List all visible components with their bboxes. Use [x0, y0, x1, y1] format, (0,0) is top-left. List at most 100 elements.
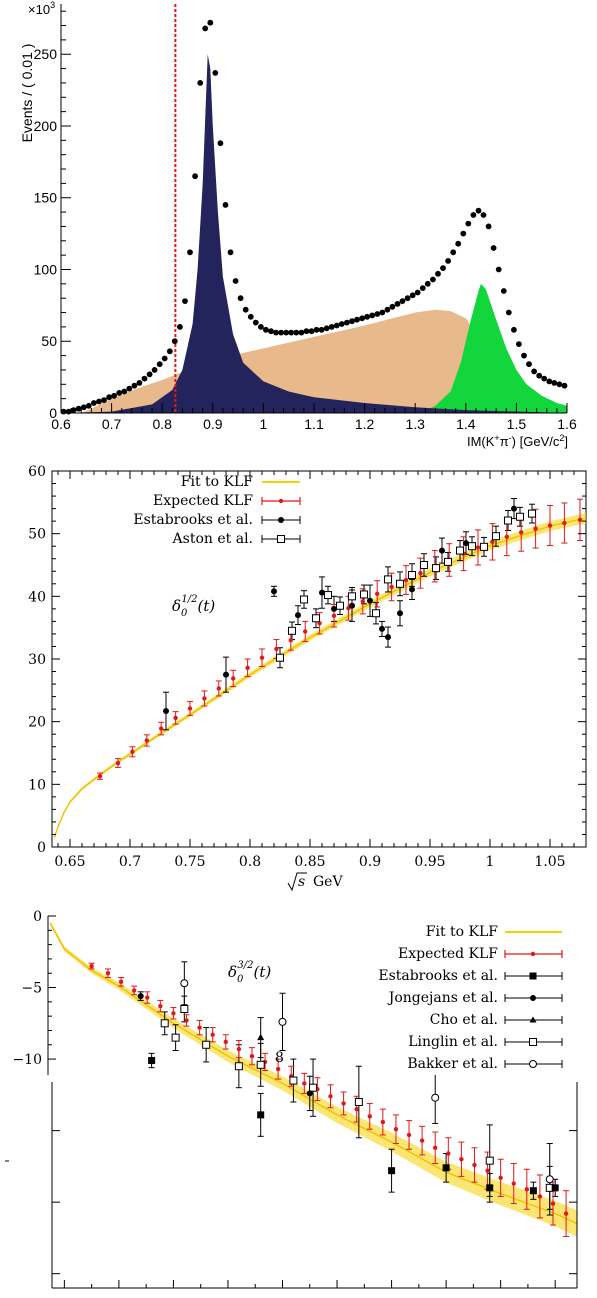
- p3-expected-marker: [118, 979, 124, 985]
- p3-bakker-marker: [278, 1017, 287, 1026]
- p1-data-point: [187, 249, 193, 256]
- p1-data-point: [177, 324, 183, 330]
- panel-mass-spectrum: 0.6 0.7 0.8 0.9 1 1.1 1.2 1.3 1.4 1.5 1.6 0 50 100 150…: [19, 0, 577, 449]
- p3-cho-marker: [257, 1033, 265, 1041]
- p1-data-point: [85, 402, 92, 409]
- p1-areas: [61, 54, 567, 413]
- p1-data-point: [207, 19, 214, 26]
- p1-data-point: [414, 289, 421, 296]
- p2-x-tick-label: 0.7: [119, 854, 141, 870]
- p2-aston-marker: [504, 516, 512, 525]
- p3-expected-marker: [302, 1081, 307, 1086]
- p3-linglin-marker: [485, 1156, 494, 1165]
- p1-data-point: [338, 321, 345, 327]
- p2-expected-marker: [115, 760, 121, 766]
- p3-linglin-marker: [160, 1019, 169, 1028]
- p3-expected-marker: [563, 1211, 569, 1216]
- p1-data-point: [202, 25, 209, 32]
- p1-multiplier: ×103: [28, 0, 55, 17]
- p1-data-point: [242, 306, 249, 313]
- p1-data-point: [323, 325, 330, 332]
- p2-estabrooks-marker: [271, 588, 277, 595]
- p2-axes: 0.65 0.7 0.75 0.8 0.85 0.9 0.95 1 1.05 0 10 20 30 40 5…: [28, 464, 586, 870]
- p3-linglin-marker: [171, 1033, 180, 1042]
- p1-x-tick-label: 1.2: [355, 416, 375, 432]
- p1-data-point: [430, 276, 436, 283]
- p2-y-tick-label: 20: [28, 715, 46, 731]
- p2-expected-marker: [173, 715, 178, 721]
- p1-data-point: [252, 319, 259, 326]
- p2-y-tick-label: 50: [28, 527, 46, 543]
- p1-data-point: [485, 223, 492, 230]
- p2-expected-marker: [389, 584, 394, 590]
- p1-data-point: [116, 390, 123, 396]
- p2-estabrooks-marker: [331, 605, 337, 612]
- p2-aston-marker: [420, 561, 428, 569]
- p1-x-tick-label: 0.9: [203, 416, 223, 432]
- panel-delta-half: 0.65 0.7 0.75 0.8 0.85 0.9 0.95 1 1.05 0 10 20 30 40 5…: [28, 464, 587, 892]
- p3-expected-marker: [275, 1066, 281, 1072]
- p3-estabrooks-marker: [257, 1111, 265, 1119]
- p3-expected-marker: [380, 1119, 386, 1125]
- p2-expected-marker: [274, 646, 279, 652]
- p2-aston-marker: [300, 595, 308, 604]
- p1-data-point: [192, 173, 199, 180]
- p2-plot: [53, 498, 587, 839]
- p1-data-points: [60, 19, 568, 415]
- p2-x-tick-label: 0.95: [414, 854, 445, 870]
- p1-data-point: [298, 329, 305, 336]
- p1-data-point: [333, 322, 340, 329]
- p2-expected-marker: [245, 665, 250, 670]
- p1-data-point: [96, 398, 102, 405]
- p2-expected-marker: [187, 706, 193, 711]
- p2-estabrooks-marker: [511, 505, 517, 512]
- p3-legend-swatch-jongejans: [504, 994, 563, 1002]
- p3-plot: [49, 921, 578, 1237]
- p1-data-point: [349, 318, 355, 325]
- p1-data-point: [111, 392, 117, 399]
- p1-data-point: [561, 382, 568, 389]
- p2-expected-marker: [533, 526, 538, 531]
- p1-x-tick-label: 0.6: [51, 416, 71, 432]
- p2-expected-marker: [288, 638, 293, 643]
- p1-data-point: [480, 212, 487, 218]
- p2-aston-marker: [276, 653, 284, 662]
- p1-data-point: [511, 326, 517, 333]
- p1-data-point: [536, 372, 543, 379]
- p1-data-point: [288, 329, 295, 336]
- p2-aston-marker: [336, 601, 344, 610]
- p1-data-point: [389, 303, 396, 310]
- p1-data-point: [546, 378, 553, 385]
- p1-data-point: [399, 298, 406, 304]
- p1-data-point: [75, 405, 82, 412]
- p1-data-point: [419, 285, 426, 291]
- p2-aston-marker: [492, 532, 500, 541]
- p1-data-point: [156, 361, 163, 368]
- p1-data-point: [273, 329, 279, 336]
- p3-estabrooks-marker: [148, 1057, 156, 1065]
- p2-aston-marker: [288, 626, 296, 635]
- p3-expected-marker: [158, 1003, 163, 1009]
- p1-data-point: [237, 295, 244, 302]
- p1-y-axis-label: Events / ( 0.01 ): [19, 44, 35, 143]
- p2-legend: Fit to KLF Expected KLF Estabrooks et al…: [133, 474, 301, 547]
- p1-data-point: [146, 371, 153, 378]
- p3-legend-label-bakker: Bakker et al.: [407, 1056, 498, 1072]
- p2-aston-marker: [516, 512, 524, 521]
- p3-annotation: δ03/2(t): [228, 960, 271, 985]
- p2-aston-marker: [312, 614, 320, 623]
- p2-expected-marker: [97, 773, 103, 779]
- p2-expected-marker: [504, 534, 509, 539]
- p1-x-tick-label: 1: [260, 416, 268, 432]
- p3-linglin-marker: [354, 1098, 363, 1106]
- p2-y-tick-label: 30: [28, 652, 46, 668]
- p1-data-point: [91, 400, 97, 406]
- p2-x-tick-label: 0.8: [239, 854, 261, 870]
- p1-x-tick-label: 1.1: [304, 416, 324, 432]
- p2-expected-marker: [547, 523, 553, 528]
- p1-data-point: [475, 207, 482, 214]
- p1-data-point: [121, 388, 128, 395]
- p3-expected-marker: [354, 1106, 359, 1112]
- p3-legend-swatch-bakker: [504, 1060, 563, 1068]
